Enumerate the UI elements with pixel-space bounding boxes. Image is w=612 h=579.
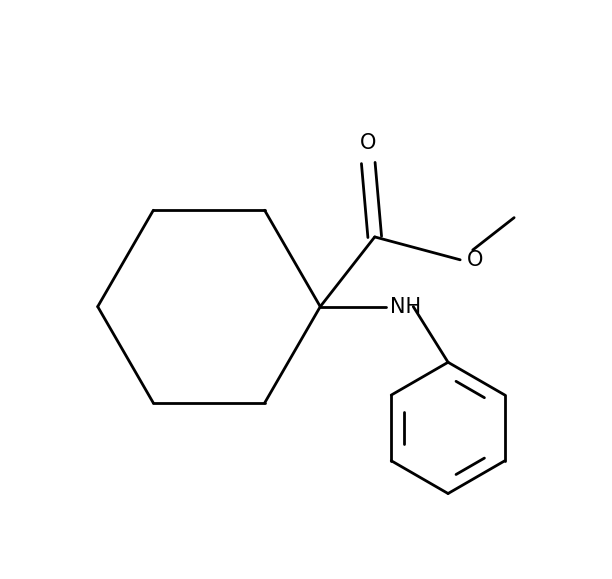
Text: NH: NH — [390, 296, 422, 317]
Text: O: O — [467, 250, 483, 270]
Text: O: O — [360, 133, 376, 153]
